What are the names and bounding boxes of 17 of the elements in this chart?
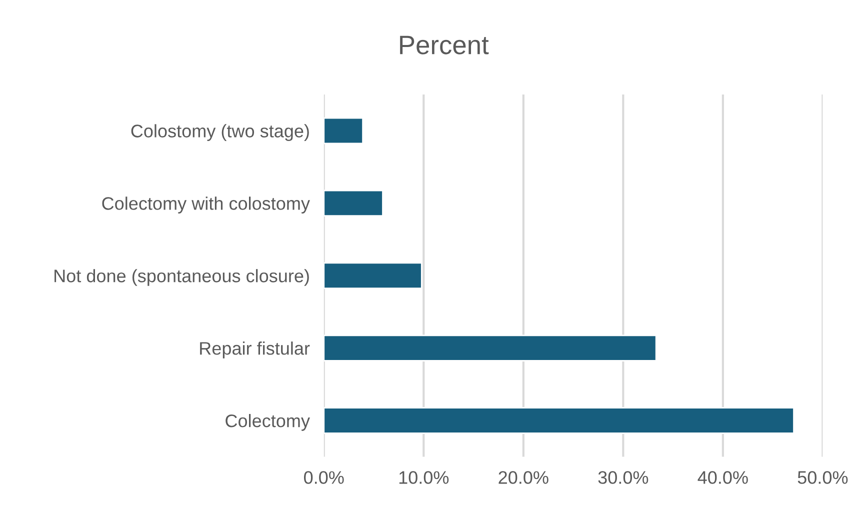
x-tick-label: 0.0% [304, 471, 344, 484]
x-tick-label: 40.0% [698, 471, 748, 484]
chart-title: Percent [400, 36, 489, 54]
x-tick-label: 30.0% [598, 471, 648, 484]
y-tick-label: Repair fistular [200, 342, 310, 358]
x-tick-label: 10.0% [399, 471, 449, 484]
bar [324, 407, 794, 434]
bar [324, 262, 422, 289]
bar [324, 334, 657, 362]
x-tick-label: 20.0% [498, 471, 548, 484]
y-tick-label: Not done (spontaneous closure) [54, 269, 309, 286]
y-tick-label: Colectomy [226, 414, 310, 431]
y-tick-label: Colectomy with colostomy [102, 196, 310, 214]
bar [324, 117, 364, 144]
bar [324, 190, 384, 217]
x-tick-label: 50.0% [798, 471, 848, 484]
y-tick-label: Colostomy (two stage) [131, 124, 309, 142]
